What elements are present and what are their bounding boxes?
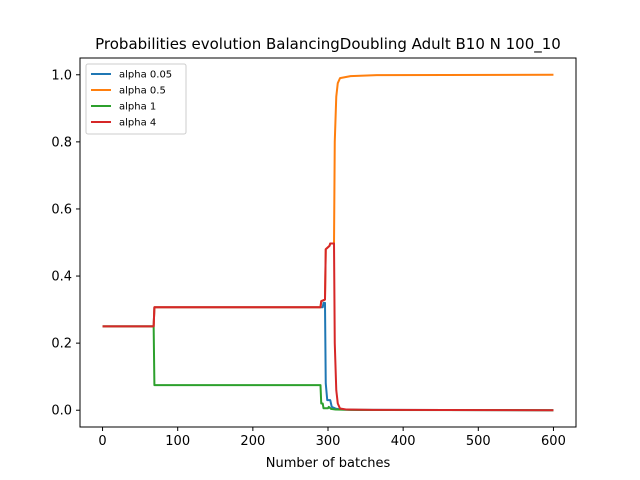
legend: alpha 0.05 alpha 0.5 alpha 1 alpha 4	[85, 63, 187, 135]
x-tick-label: 100	[165, 434, 190, 449]
legend-label: alpha 1	[119, 102, 156, 113]
x-tick-label: 500	[466, 434, 491, 449]
chart-title: Probabilities evolution BalancingDoublin…	[95, 35, 561, 54]
series-line-2	[102, 325, 554, 412]
y-axis: 0.0 0.2 0.4 0.6 0.8 1.0	[51, 68, 80, 419]
series-line-3	[102, 242, 554, 412]
legend-label: alpha 4	[119, 118, 156, 129]
legend-label: alpha 0.5	[119, 86, 166, 97]
x-axis-label: Number of batches	[266, 456, 391, 471]
y-tick-label: 0.6	[51, 202, 72, 217]
y-tick-label: 0.2	[51, 337, 72, 352]
x-axis: 0 100 200 300 400 500 600	[98, 427, 566, 449]
x-tick-label: 400	[391, 434, 416, 449]
y-tick-label: 0.4	[51, 270, 72, 285]
x-tick-label: 200	[240, 434, 265, 449]
series-line-0	[102, 301, 554, 412]
legend-box	[85, 63, 187, 135]
legend-label: alpha 0.05	[119, 70, 172, 81]
y-tick-label: 1.0	[51, 68, 72, 83]
x-tick-label: 300	[316, 434, 341, 449]
x-tick-label: 0	[98, 434, 106, 449]
y-tick-label: 0.0	[51, 404, 72, 419]
x-tick-label: 600	[541, 434, 566, 449]
y-tick-label: 0.8	[51, 135, 72, 150]
plot-area	[102, 73, 554, 412]
